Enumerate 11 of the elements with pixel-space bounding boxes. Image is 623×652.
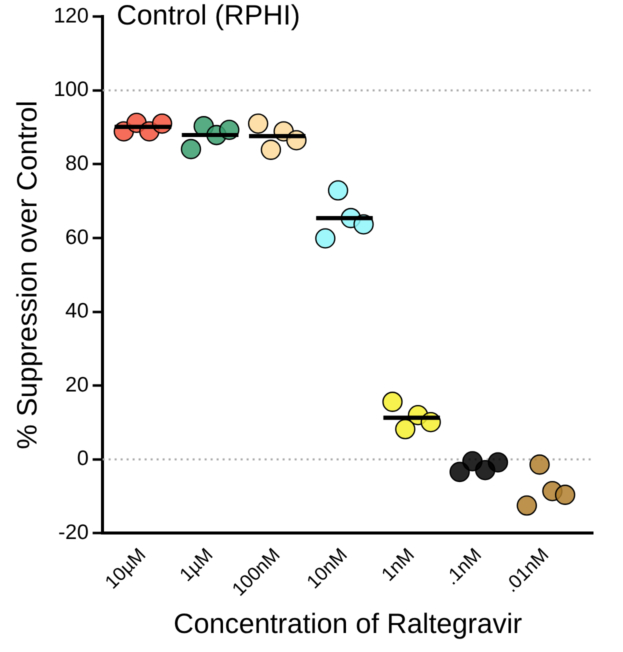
y-tick-label: 40: [65, 300, 89, 323]
y-tick-label: 60: [65, 226, 89, 249]
y-axis-title: % Suppression over Control: [12, 100, 43, 450]
y-tick-label: -20: [58, 520, 89, 544]
y-tick-label: 20: [65, 373, 89, 396]
y-tick-label: 100: [54, 78, 89, 102]
x-axis-title: Concentration of Raltegravir: [174, 608, 522, 639]
y-tick-label: 120: [54, 4, 89, 28]
y-tick-label: 0: [76, 447, 89, 470]
y-tick-label: 80: [65, 152, 89, 175]
chart-title: Control (RPHI): [116, 0, 300, 30]
